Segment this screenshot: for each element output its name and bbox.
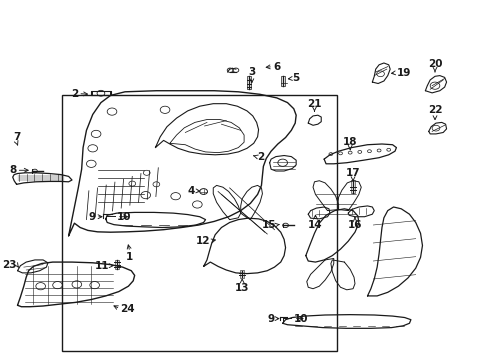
Bar bbox=[92, 91, 110, 95]
Text: 12: 12 bbox=[196, 236, 210, 246]
Text: 11: 11 bbox=[94, 261, 109, 271]
Text: 2: 2 bbox=[71, 89, 78, 99]
Text: 5: 5 bbox=[292, 73, 299, 84]
Text: 8: 8 bbox=[9, 165, 17, 175]
Bar bbox=[240, 270, 244, 278]
Text: 4: 4 bbox=[187, 186, 195, 196]
Text: 20: 20 bbox=[427, 59, 441, 69]
Text: 2: 2 bbox=[256, 152, 264, 162]
Text: 24: 24 bbox=[120, 304, 135, 314]
Text: 10: 10 bbox=[117, 212, 131, 222]
Bar bbox=[280, 76, 284, 86]
Text: 23: 23 bbox=[2, 260, 17, 270]
Text: 17: 17 bbox=[345, 168, 360, 178]
Text: 22: 22 bbox=[427, 105, 441, 115]
Text: 10: 10 bbox=[293, 314, 307, 324]
Text: 19: 19 bbox=[396, 68, 410, 78]
Bar bbox=[246, 76, 250, 89]
Text: 14: 14 bbox=[307, 220, 322, 230]
Bar bbox=[115, 260, 119, 269]
Text: 18: 18 bbox=[342, 137, 357, 147]
Text: 7: 7 bbox=[13, 132, 20, 142]
Text: 16: 16 bbox=[347, 220, 362, 230]
Text: 1: 1 bbox=[126, 252, 133, 262]
Text: 21: 21 bbox=[306, 99, 321, 109]
Bar bbox=[350, 180, 354, 193]
Bar bbox=[62, 95, 336, 351]
Text: 6: 6 bbox=[272, 62, 280, 72]
Text: 3: 3 bbox=[248, 67, 255, 77]
Text: 13: 13 bbox=[234, 283, 249, 293]
Text: 9: 9 bbox=[267, 314, 274, 324]
Text: 15: 15 bbox=[261, 220, 275, 230]
Text: 9: 9 bbox=[89, 212, 96, 222]
